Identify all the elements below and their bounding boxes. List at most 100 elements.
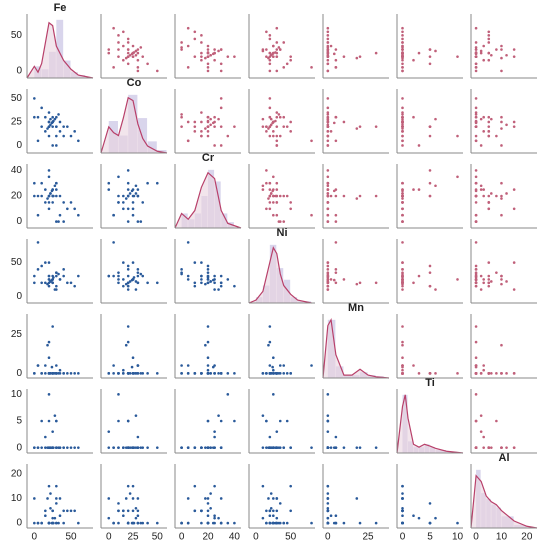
upper-point: [482, 44, 485, 48]
upper-point: [474, 48, 478, 51]
lower-point: [326, 419, 330, 423]
lower-point: [44, 514, 47, 517]
kde-line: [174, 171, 242, 229]
kde-line: [100, 96, 168, 154]
upper-point: [326, 117, 330, 121]
lower-point: [146, 521, 149, 525]
lower-point: [122, 446, 125, 449]
upper-point: [268, 181, 272, 185]
upper-point: [401, 288, 404, 291]
lower-point: [261, 372, 265, 375]
upper-point: [289, 58, 292, 62]
lower-point: [117, 175, 120, 179]
upper-point: [329, 194, 333, 198]
upper-point: [269, 123, 273, 127]
variable-title: Ti: [425, 377, 435, 389]
upper-point: [126, 51, 130, 55]
lower-point: [213, 435, 216, 439]
lower-point: [126, 220, 130, 223]
lower-point: [268, 364, 272, 367]
lower-point: [55, 284, 58, 288]
y-tick-label: 0: [16, 291, 22, 302]
upper-point: [278, 220, 282, 223]
lower-point: [434, 516, 437, 520]
upper-point: [278, 194, 282, 198]
lower-point: [62, 446, 65, 449]
lower-point: [77, 274, 80, 278]
lower-point: [51, 201, 54, 204]
x-tick-label: 20: [202, 532, 214, 543]
lower-point: [265, 446, 268, 449]
lower-point: [33, 521, 36, 525]
lower-point: [73, 207, 76, 211]
lower-point: [66, 372, 69, 375]
upper-point: [474, 372, 478, 375]
upper-point: [500, 282, 503, 286]
upper-point: [474, 111, 478, 114]
upper-point: [326, 280, 330, 283]
lower-point: [66, 281, 69, 285]
upper-point: [268, 207, 272, 211]
lower-point: [122, 201, 125, 204]
lower-point: [141, 274, 145, 278]
upper-point: [401, 343, 404, 347]
lower-point: [136, 446, 140, 449]
lower-point: [155, 372, 159, 375]
upper-point: [268, 34, 272, 37]
upper-point: [326, 51, 330, 54]
upper-point: [487, 34, 491, 37]
upper-point: [474, 340, 478, 344]
x-tick-label: 50: [285, 532, 297, 543]
y-tick-label: 50: [11, 30, 23, 41]
lower-point: [117, 274, 120, 278]
upper-point: [326, 125, 330, 128]
upper-point: [107, 48, 111, 51]
lower-point: [268, 325, 272, 328]
lower-point: [49, 123, 52, 127]
lower-point: [47, 484, 51, 488]
lower-point: [117, 281, 120, 285]
upper-point: [334, 271, 338, 274]
upper-point: [213, 144, 216, 147]
lower-point: [233, 419, 236, 423]
lower-point: [186, 446, 190, 449]
upper-point: [272, 130, 275, 133]
upper-point: [268, 69, 272, 73]
upper-point: [487, 194, 491, 198]
upper-point: [289, 120, 292, 124]
upper-point: [329, 44, 333, 48]
lower-point: [217, 414, 220, 417]
lower-point: [213, 516, 216, 520]
variable-title: Fe: [54, 2, 67, 14]
lower-point: [132, 372, 136, 375]
upper-point: [112, 66, 115, 69]
lower-point: [401, 497, 404, 500]
upper-point: [355, 56, 359, 60]
upper-point: [474, 284, 478, 288]
upper-point: [261, 48, 265, 51]
hist-bar: [56, 19, 64, 78]
lower-point: [73, 372, 76, 375]
lower-point: [131, 201, 135, 204]
upper-point: [487, 281, 491, 285]
lower-point: [53, 184, 57, 188]
lower-point: [326, 393, 330, 396]
x-tick-label: 50: [65, 532, 77, 543]
upper-point: [482, 364, 485, 367]
kde-line: [248, 246, 312, 304]
lower-point: [112, 274, 115, 278]
lower-point: [219, 446, 223, 449]
upper-point: [401, 278, 404, 281]
lower-point: [36, 139, 40, 143]
lower-point: [122, 207, 125, 211]
upper-point: [180, 46, 183, 49]
upper-point: [193, 55, 197, 58]
lower-point: [206, 509, 210, 513]
lower-point: [412, 514, 415, 517]
upper-point: [474, 281, 478, 285]
lower-point: [217, 516, 220, 520]
upper-point: [180, 48, 183, 51]
lower-point: [155, 446, 159, 449]
lower-point: [200, 521, 203, 525]
lower-point: [57, 220, 60, 223]
